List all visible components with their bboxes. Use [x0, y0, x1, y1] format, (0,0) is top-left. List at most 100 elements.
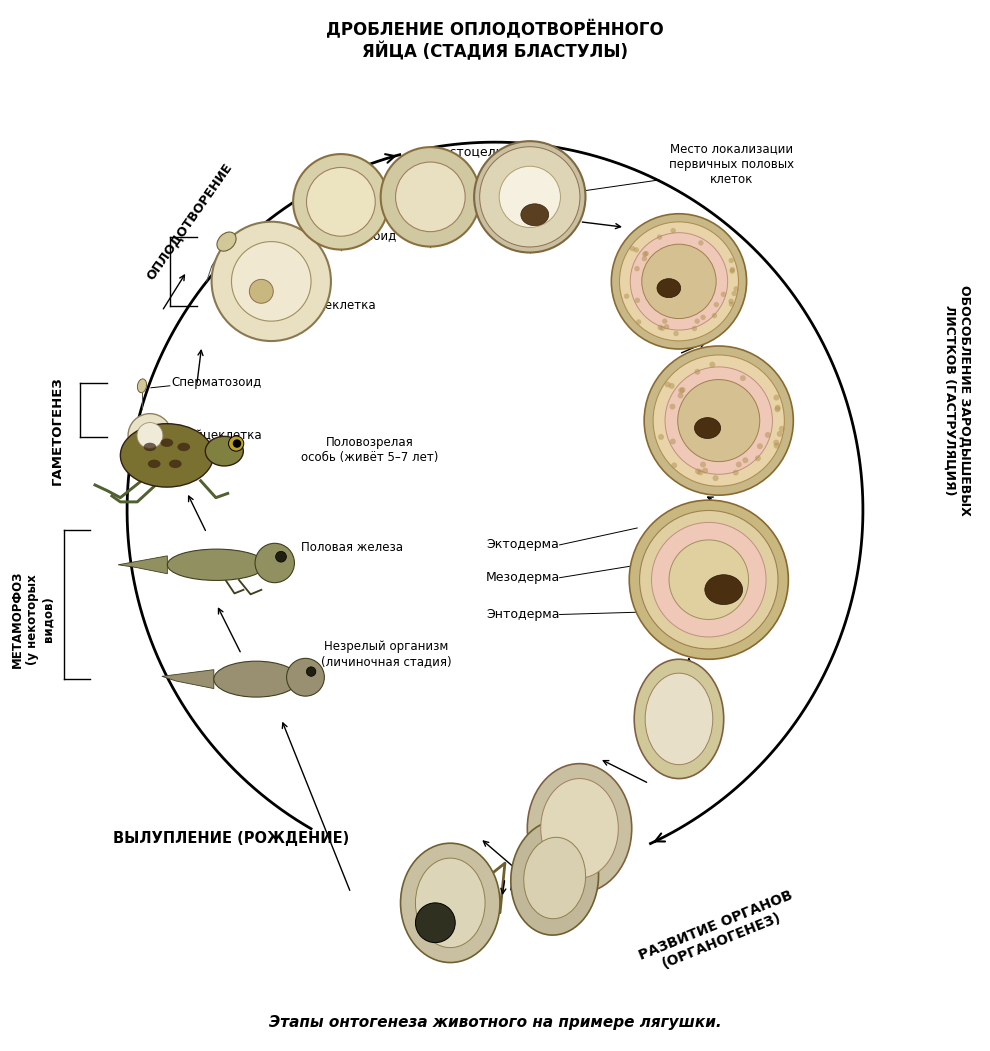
Circle shape — [677, 393, 683, 398]
Ellipse shape — [705, 575, 742, 604]
Ellipse shape — [205, 436, 244, 466]
Ellipse shape — [511, 821, 599, 935]
Circle shape — [777, 431, 783, 437]
Circle shape — [774, 442, 780, 449]
Circle shape — [630, 500, 788, 659]
Circle shape — [635, 266, 640, 271]
Ellipse shape — [160, 438, 173, 447]
Circle shape — [636, 320, 642, 325]
Circle shape — [630, 246, 636, 251]
Text: ОБОСОБЛЕНИЕ ЗАРОДЫШЕВЫХ
ЛИСТКОВ (ГАСТРУЛЯЦИЯ): ОБОСОБЛЕНИЕ ЗАРОДЫШЕВЫХ ЛИСТКОВ (ГАСТРУЛ… — [943, 285, 971, 516]
Circle shape — [307, 167, 375, 236]
Circle shape — [612, 213, 746, 349]
Ellipse shape — [169, 459, 181, 468]
Circle shape — [729, 298, 734, 304]
Text: Сперматозоид: Сперматозоид — [172, 376, 262, 389]
Circle shape — [651, 522, 766, 637]
Circle shape — [128, 414, 172, 457]
Circle shape — [700, 314, 706, 321]
Circle shape — [665, 367, 772, 474]
Text: Энтодерма: Энтодерма — [486, 607, 559, 621]
Circle shape — [662, 318, 667, 324]
Circle shape — [678, 379, 759, 461]
Ellipse shape — [177, 442, 190, 451]
Text: МЕТАМОРФОЗ
(у некоторых
видов): МЕТАМОРФОЗ (у некоторых видов) — [11, 571, 54, 668]
Text: Яйцеклетка: Яйцеклетка — [187, 429, 261, 442]
Circle shape — [620, 222, 739, 341]
Circle shape — [644, 346, 793, 495]
Circle shape — [664, 324, 669, 329]
Polygon shape — [118, 556, 167, 574]
Circle shape — [396, 162, 465, 231]
Circle shape — [212, 222, 331, 341]
Circle shape — [734, 286, 739, 291]
Circle shape — [694, 318, 700, 324]
Ellipse shape — [144, 442, 156, 451]
Circle shape — [695, 469, 701, 474]
Circle shape — [642, 256, 647, 262]
Circle shape — [697, 470, 703, 475]
Circle shape — [657, 325, 663, 330]
Circle shape — [773, 439, 779, 446]
Circle shape — [659, 326, 665, 331]
Circle shape — [229, 436, 244, 451]
Circle shape — [729, 302, 735, 307]
Circle shape — [773, 394, 779, 400]
Ellipse shape — [524, 838, 585, 919]
Circle shape — [712, 313, 717, 318]
Ellipse shape — [541, 779, 619, 878]
Circle shape — [698, 241, 704, 246]
Text: ДРОБЛЕНИЕ ОПЛОДОТВОРЁННОГО
ЯЙЦА (СТАДИЯ БЛАСТУЛЫ): ДРОБЛЕНИЕ ОПЛОДОТВОРЁННОГО ЯЙЦА (СТАДИЯ … — [326, 20, 664, 61]
Ellipse shape — [148, 459, 160, 468]
Circle shape — [624, 293, 630, 298]
Circle shape — [742, 457, 748, 463]
Ellipse shape — [695, 417, 721, 438]
Circle shape — [635, 297, 641, 303]
Circle shape — [640, 511, 778, 648]
Ellipse shape — [138, 379, 147, 393]
Ellipse shape — [121, 424, 213, 487]
Text: Мезодерма: Мезодерма — [485, 571, 559, 584]
Circle shape — [307, 666, 316, 676]
Circle shape — [700, 461, 706, 468]
Text: Место локализации
первичных половых
клеток: Место локализации первичных половых клет… — [669, 143, 794, 186]
Circle shape — [671, 462, 677, 469]
Ellipse shape — [416, 858, 485, 948]
Circle shape — [137, 423, 163, 449]
Circle shape — [380, 147, 480, 247]
Circle shape — [702, 468, 708, 474]
Circle shape — [764, 432, 771, 438]
Text: ГАМЕТОГЕНЕЗ: ГАМЕТОГЕНЕЗ — [50, 376, 64, 485]
Circle shape — [740, 375, 745, 382]
Text: Яйцеклетка: Яйцеклетка — [301, 300, 376, 313]
Text: Половая железа: Половая железа — [301, 541, 403, 554]
Circle shape — [643, 251, 647, 256]
Circle shape — [714, 302, 719, 307]
Text: Сперматозоид: Сперматозоид — [306, 230, 396, 243]
Text: ВЫЛУПЛЕНИЕ (РОЖДЕНИЕ): ВЫЛУПЛЕНИЕ (РОЖДЕНИЕ) — [114, 830, 349, 846]
Circle shape — [255, 543, 294, 582]
Circle shape — [669, 404, 675, 410]
Circle shape — [775, 405, 781, 411]
Ellipse shape — [167, 549, 265, 580]
Circle shape — [656, 234, 662, 240]
Circle shape — [480, 147, 580, 247]
Circle shape — [653, 355, 784, 487]
Text: Незрелый организм
(личиночная стадия): Незрелый организм (личиночная стадия) — [321, 640, 451, 668]
Circle shape — [658, 434, 664, 440]
Circle shape — [664, 382, 670, 388]
Text: ОПЛОДОТВОРЕНИЕ: ОПЛОДОТВОРЕНИЕ — [145, 161, 235, 283]
Circle shape — [757, 444, 763, 449]
Circle shape — [729, 257, 734, 263]
Text: Половозрелая
особь (живёт 5–7 лет): Половозрелая особь (живёт 5–7 лет) — [301, 436, 439, 465]
Circle shape — [499, 166, 560, 227]
Circle shape — [293, 154, 389, 249]
Circle shape — [694, 369, 700, 375]
Circle shape — [779, 426, 785, 432]
Circle shape — [644, 251, 648, 256]
Circle shape — [710, 362, 716, 368]
Circle shape — [670, 438, 676, 445]
Circle shape — [668, 383, 674, 389]
Circle shape — [673, 331, 679, 336]
Circle shape — [755, 455, 761, 461]
